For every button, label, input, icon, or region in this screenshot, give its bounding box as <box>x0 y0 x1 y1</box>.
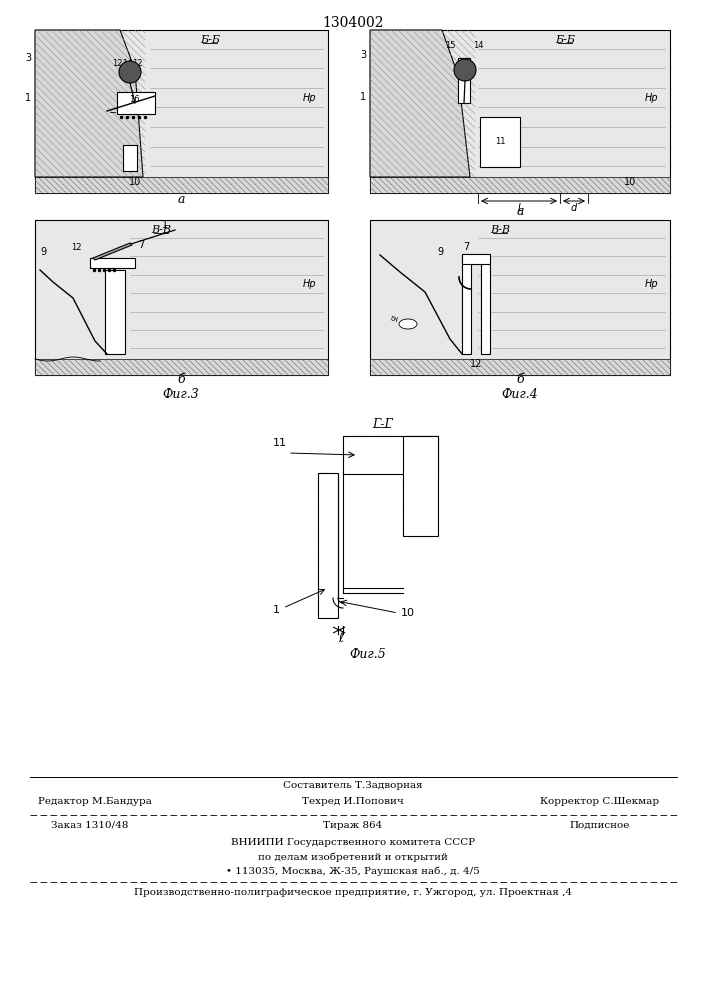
Circle shape <box>454 59 476 81</box>
Text: Заказ 1310/48: Заказ 1310/48 <box>52 821 129 830</box>
Text: В-В: В-В <box>151 225 171 235</box>
Text: ВНИИПИ Государственного комитета СССР: ВНИИПИ Государственного комитета СССР <box>231 838 475 847</box>
Text: 16: 16 <box>129 95 139 104</box>
Text: 10: 10 <box>129 177 141 187</box>
Text: d: d <box>571 203 577 213</box>
Bar <box>370 177 670 193</box>
Bar <box>117 92 155 114</box>
Bar <box>318 473 338 618</box>
Polygon shape <box>35 30 143 177</box>
Text: а: а <box>177 193 185 206</box>
Bar <box>403 436 438 536</box>
Text: Тираж 864: Тираж 864 <box>323 821 382 830</box>
Text: Б-Б: Б-Б <box>200 35 220 45</box>
Text: Нр: Нр <box>645 279 659 289</box>
Text: В-В: В-В <box>490 225 510 235</box>
Bar <box>35 177 328 193</box>
Bar <box>370 359 670 375</box>
Text: 11: 11 <box>495 137 506 146</box>
Text: 3: 3 <box>25 53 31 63</box>
Text: Нр: Нр <box>303 93 317 103</box>
Text: 12: 12 <box>112 59 122 68</box>
Polygon shape <box>93 243 132 260</box>
Bar <box>481 262 490 354</box>
Text: б: б <box>177 373 185 386</box>
Bar <box>90 258 135 268</box>
Circle shape <box>119 61 141 83</box>
Text: 10: 10 <box>624 177 636 187</box>
Text: Нр: Нр <box>303 279 317 289</box>
Bar <box>123 145 137 171</box>
Text: 9: 9 <box>40 247 46 257</box>
Text: 1: 1 <box>25 93 31 103</box>
Text: 15: 15 <box>445 41 456 50</box>
Bar <box>370 220 670 375</box>
Ellipse shape <box>399 319 417 329</box>
Text: 11: 11 <box>273 438 287 448</box>
Text: • 113035, Москва, Ж-35, Раушская наб., д. 4/5: • 113035, Москва, Ж-35, Раушская наб., д… <box>226 866 480 876</box>
Text: Фиг.5: Фиг.5 <box>350 648 386 661</box>
Bar <box>105 270 125 354</box>
Text: 1: 1 <box>162 220 168 230</box>
Text: 3: 3 <box>360 50 366 60</box>
Text: Б-Б: Б-Б <box>555 35 575 45</box>
Text: 10: 10 <box>401 608 415 618</box>
Text: Подписное: Подписное <box>570 821 630 830</box>
Text: по делам изобретений и открытий: по делам изобретений и открытий <box>258 852 448 861</box>
Text: Техред И.Попович: Техред И.Попович <box>302 797 404 806</box>
Text: 1: 1 <box>360 92 366 102</box>
Text: б: б <box>516 373 524 386</box>
Polygon shape <box>370 30 470 177</box>
Bar <box>370 30 670 193</box>
Bar <box>458 58 470 103</box>
Text: 12: 12 <box>71 243 82 252</box>
Text: 14: 14 <box>122 59 132 68</box>
Text: 12: 12 <box>470 359 482 369</box>
Text: 14: 14 <box>473 41 484 50</box>
Text: Производственно-полиграфическое предприятие, г. Ужгород, ул. Проектная ,4: Производственно-полиграфическое предприя… <box>134 888 572 897</box>
Text: 1304002: 1304002 <box>322 16 384 30</box>
Text: Редактор М.Бандура: Редактор М.Бандура <box>38 797 152 806</box>
Bar <box>35 220 328 375</box>
Text: 7: 7 <box>138 240 144 250</box>
Bar <box>35 359 328 375</box>
Text: Г-Г: Г-Г <box>373 418 393 431</box>
Text: 1: 1 <box>272 605 279 615</box>
Text: 7: 7 <box>463 242 469 252</box>
Bar <box>480 117 520 167</box>
Text: Фиг.4: Фиг.4 <box>502 388 538 401</box>
Text: L: L <box>518 203 522 213</box>
Bar <box>35 30 328 193</box>
Text: Фиг.3: Фиг.3 <box>163 388 199 401</box>
Text: δγ: δγ <box>391 316 399 322</box>
Text: ℓ: ℓ <box>338 632 343 645</box>
Bar <box>462 262 471 354</box>
Bar <box>462 254 490 264</box>
Bar <box>343 436 438 474</box>
Text: а: а <box>516 205 524 218</box>
Text: 9: 9 <box>437 247 443 257</box>
Text: Нр: Нр <box>645 93 659 103</box>
Text: Корректор С.Шекмар: Корректор С.Шекмар <box>540 797 660 806</box>
Text: Составитель Т.Задворная: Составитель Т.Задворная <box>284 781 423 790</box>
Text: 12: 12 <box>132 59 142 68</box>
